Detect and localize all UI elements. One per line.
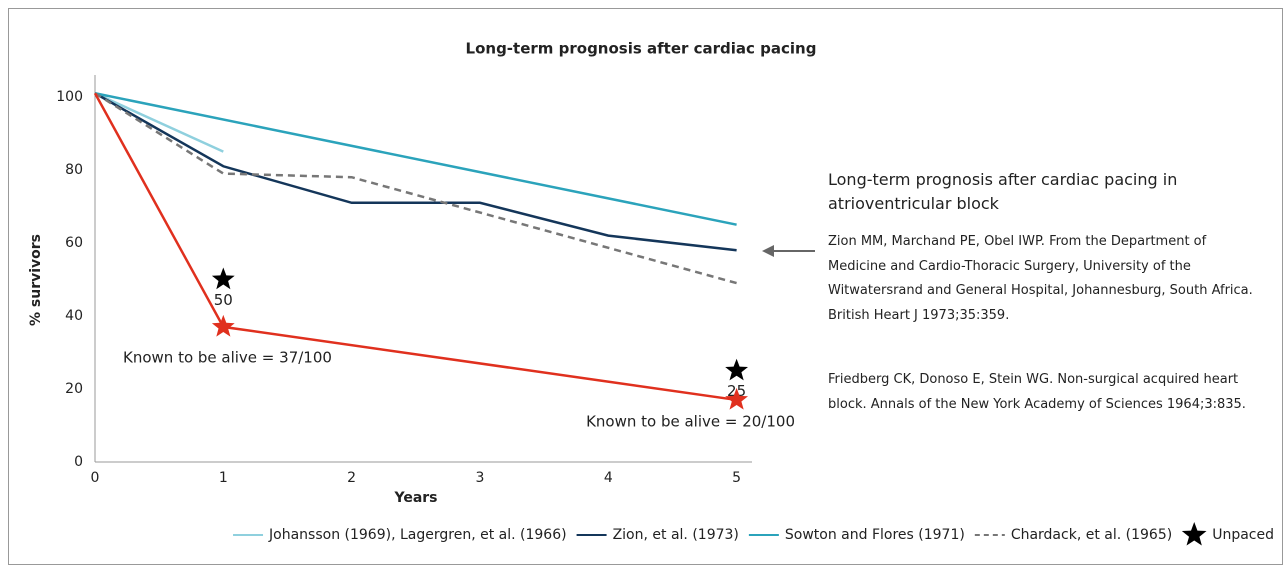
annotation: Known to be alive = 20/100 [586,413,795,431]
x-tick-label: 0 [91,470,100,486]
x-tick-label: 1 [219,470,228,486]
y-tick-label: 100 [56,89,83,105]
y-tick-label: 40 [65,308,83,324]
legend-label: Zion, et al. (1973) [613,527,739,543]
x-tick-label: 5 [732,470,741,486]
legend-swatch [1181,522,1207,546]
legend-label: Sowton and Flores (1971) [785,527,965,543]
arrow-head [762,245,774,257]
x-tick-label: 4 [604,470,613,486]
x-axis-label: Years [393,490,437,506]
y-axis-label: % survivors [28,234,44,326]
reference: Friedberg CK, Donoso E, Stein WG. Non-su… [828,372,1246,412]
legend-label: Johansson (1969), Lagergren, et al. (196… [268,527,567,543]
y-tick-label: 60 [65,235,83,251]
y-tick-label: 0 [74,454,83,470]
legend: Johansson (1969), Lagergren, et al. (196… [233,522,1274,546]
line [94,92,224,153]
legend-label: Unpaced [1212,527,1274,543]
side-heading: Long-term prognosis after cardiac pacing… [828,170,1178,213]
y-tick-label: 20 [65,381,83,397]
reference: Zion MM, Marchand PE, Obel IWP. From the… [828,234,1253,323]
line [94,92,737,285]
star-marker [725,387,748,410]
chart-title: Long-term prognosis after cardiac pacing [466,40,817,58]
x-tick-label: 2 [347,470,356,486]
annotation: Known to be alive = 37/100 [123,349,332,367]
star-marker [211,314,235,337]
y-tick-label: 80 [65,162,83,178]
value-label: 50 [214,291,233,309]
legend-label: Chardack, et al. (1965) [1011,527,1172,543]
line [94,92,737,226]
x-tick-label: 3 [476,470,485,486]
line [94,92,737,252]
star-marker [211,267,235,290]
star-marker [725,358,748,381]
